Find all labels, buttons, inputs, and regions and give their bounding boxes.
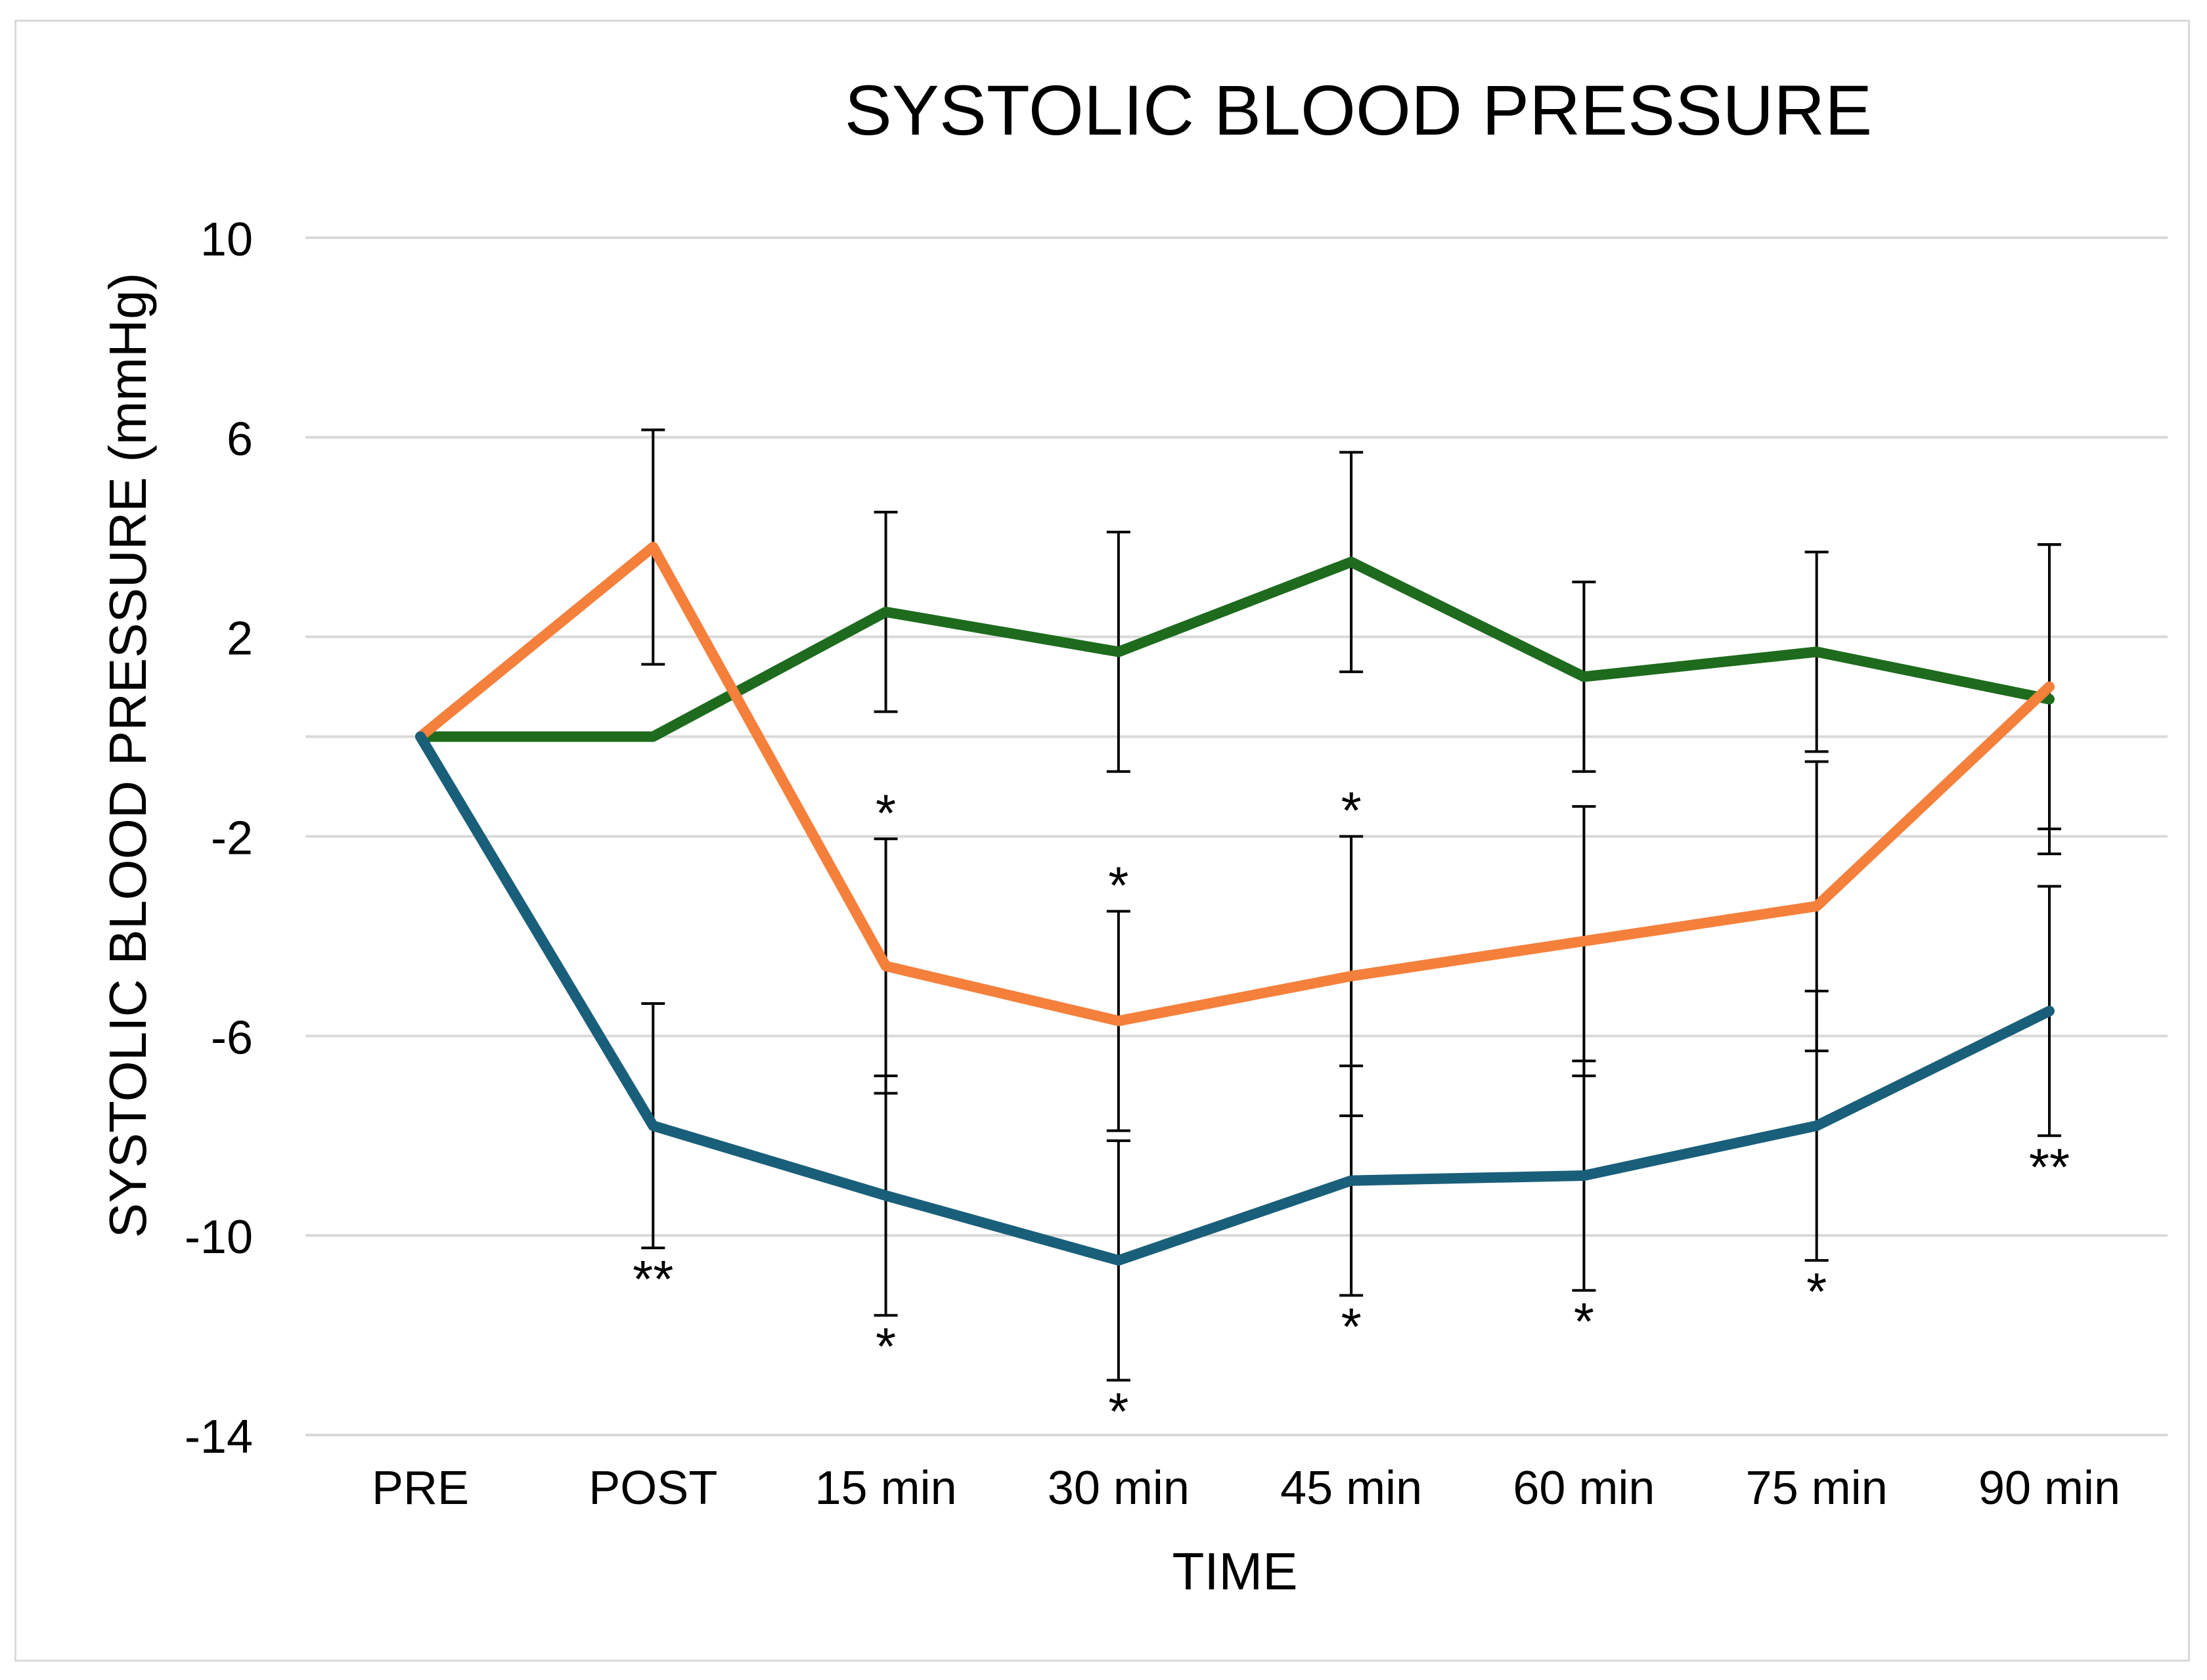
significance-marker: *: [1806, 1262, 1827, 1321]
significance-marker: *: [1108, 1382, 1128, 1440]
y-tick-label: -2: [211, 812, 253, 865]
x-tick-label: 75 min: [1746, 1462, 1888, 1514]
y-tick-label: 10: [200, 213, 253, 266]
x-tick-label: POST: [589, 1462, 717, 1514]
y-axis-label: SYSTOLIC BLOOD PRESSURE (mmHg): [99, 273, 157, 1238]
y-tick-label: 2: [227, 613, 253, 665]
series-line-blue: [415, 731, 2055, 1266]
chart-frame: [14, 20, 2190, 1662]
x-tick-label: 60 min: [1513, 1462, 1655, 1514]
series-line-green: [415, 556, 2055, 742]
significance-marker: **: [633, 1250, 673, 1308]
y-tick-label: -6: [211, 1011, 253, 1064]
x-tick-label: PRE: [372, 1462, 469, 1514]
significance-marker: *: [1341, 1297, 1362, 1356]
x-tick-label: 15 min: [815, 1462, 957, 1514]
chart-title: SYSTOLIC BLOOD PRESSURE: [845, 70, 1872, 150]
axis-ticks: 10 6 2 -2 -6 -10 -14 PRE POST 15 min 30 min 45 min 6…: [185, 213, 2120, 1514]
x-tick-label: 30 min: [1048, 1462, 1190, 1514]
significance-marker: *: [1574, 1293, 1594, 1351]
x-tick-label: 90 min: [1978, 1462, 2120, 1514]
x-tick-label: 45 min: [1280, 1462, 1422, 1514]
significance-markers: ******** ****: [633, 782, 2070, 1441]
series-lines: [415, 541, 2055, 1266]
y-tick-label: -10: [185, 1211, 253, 1264]
significance-marker: *: [1341, 782, 1362, 840]
gridlines: [305, 236, 2168, 1436]
significance-marker: *: [1108, 856, 1128, 914]
y-tick-label: 6: [227, 413, 253, 466]
x-axis-label: TIME: [1172, 1542, 1297, 1601]
series-line-orange: [415, 541, 2055, 1027]
y-tick-label: -14: [185, 1411, 253, 1463]
significance-marker: *: [876, 784, 896, 842]
significance-marker: **: [2029, 1138, 2070, 1196]
significance-marker: *: [876, 1317, 896, 1376]
